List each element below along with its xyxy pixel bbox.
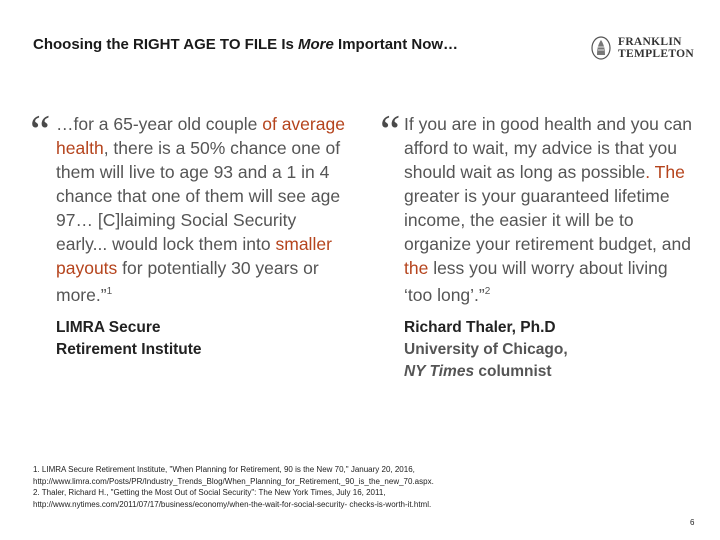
quote-segment: greater is your guaranteed lifetime inco… <box>404 186 691 254</box>
page-number: 6 <box>690 518 695 527</box>
footnote-1: 1. LIMRA Secure Retirement Institute, "W… <box>33 465 415 474</box>
footnotes: 1. LIMRA Secure Retirement Institute, "W… <box>33 464 693 510</box>
open-quote-mark: “ <box>380 105 401 156</box>
attribution-left-line-2: Retirement Institute <box>56 340 202 358</box>
page-title: Choosing the RIGHT AGE TO FILE Is More I… <box>33 36 458 53</box>
attribution-left-line-1: LIMRA Secure <box>56 318 161 336</box>
quote-highlight: the <box>404 258 429 278</box>
open-quote-mark: “ <box>30 105 51 156</box>
title-text-emphasis: More <box>298 36 334 53</box>
quote-highlight: . The <box>645 162 685 182</box>
quote-segment: less you will worry about living ‘too lo… <box>404 258 668 305</box>
attribution-right-role: NY Times columnist <box>404 361 700 383</box>
footnote-ref: 1 <box>106 286 113 297</box>
title-text-post: Important Now… <box>333 36 459 53</box>
attribution-right-affiliation: University of Chicago, <box>404 340 568 358</box>
footnote-1-url[interactable]: http://www.limra.com/Posts/PR/Industry_T… <box>33 476 434 486</box>
title-text-pre: Choosing the RIGHT AGE TO FILE Is <box>33 36 299 53</box>
quote-segment: , there is a 50% chance one of them will… <box>56 138 341 254</box>
quote-text-left: …for a 65-year old couple of average hea… <box>30 112 350 307</box>
attribution-right-name: Richard Thaler, Ph.D <box>404 318 556 336</box>
footnote-2: 2. Thaler, Richard H., "Getting the Most… <box>33 488 386 497</box>
logo-line-2: TEMPLETON <box>618 48 694 60</box>
logo-wordmark: FRANKLIN TEMPLETON <box>618 36 694 60</box>
quote-segment: …for a 65-year old couple <box>56 114 263 134</box>
quote-segment: for potentially 30 years or more.” <box>56 258 319 305</box>
attribution-right-role-text: columnist <box>474 362 552 380</box>
footnote-2-url[interactable]: http://www.nytimes.com/2011/07/17/busine… <box>33 499 432 509</box>
logo-line-1: FRANKLIN <box>618 36 682 48</box>
quote-block-left: “ …for a 65-year old couple of average h… <box>30 108 350 361</box>
franklin-templeton-logo-icon <box>591 36 611 60</box>
quote-text-right: If you are in good health and you can af… <box>380 112 700 307</box>
quote-block-right: “ If you are in good health and you can … <box>380 108 700 383</box>
quote-highlight: smaller payouts <box>56 234 332 278</box>
franklin-templeton-logo: FRANKLIN TEMPLETON <box>588 34 700 62</box>
quote-segment: If you are in good health and you can af… <box>404 114 692 182</box>
attribution-right-paper: NY Times <box>404 362 475 380</box>
attribution-left: LIMRA Secure Retirement Institute <box>30 317 350 361</box>
quote-highlight: of average health <box>56 114 345 158</box>
attribution-right: Richard Thaler, Ph.D University of Chica… <box>380 317 700 383</box>
footnote-ref: 2 <box>484 286 491 297</box>
